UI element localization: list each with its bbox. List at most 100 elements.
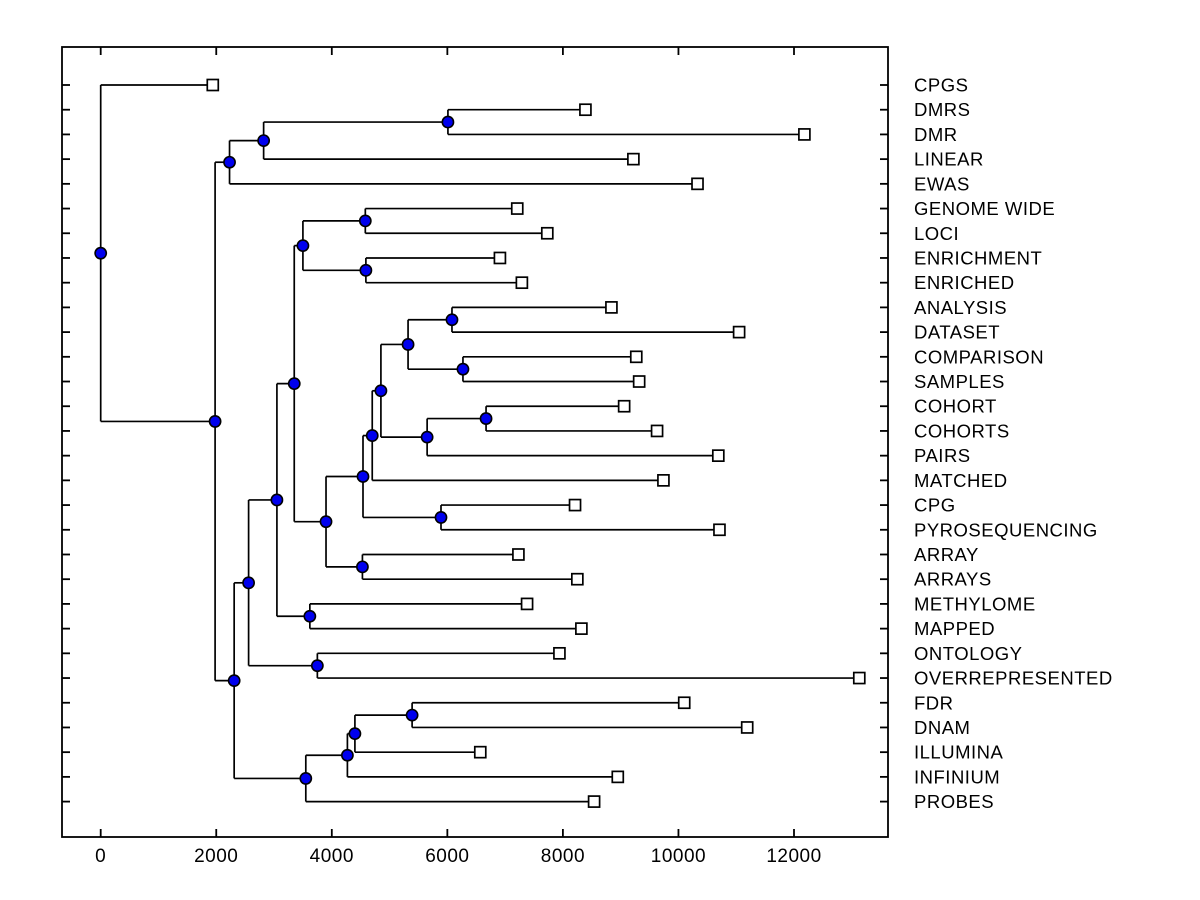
leaf-label: INFINIUM: [914, 766, 1000, 787]
cluster-node-marker: [242, 576, 256, 590]
cluster-node-marker: [441, 115, 455, 129]
leaf-marker: [512, 548, 525, 561]
leaf-marker: [540, 226, 554, 240]
axes: [61, 46, 889, 838]
x-tick-label: 0: [95, 846, 106, 867]
x-tick-label: 12000: [766, 846, 821, 867]
cluster-node-marker: [303, 609, 317, 623]
leaf-label: PROBES: [914, 791, 994, 812]
cluster-node-marker: [356, 560, 369, 574]
leaf-marker: [510, 202, 524, 215]
cluster-node-marker: [374, 384, 388, 398]
leaf-label: MAPPED: [914, 618, 995, 639]
plot-box: [61, 46, 889, 838]
labels: 0 2000 4000 6000 8000 10000 12000 CPGS DMRS DMR LI…: [95, 75, 1113, 868]
leaf-marker: [579, 103, 592, 117]
cluster-node-marker: [348, 727, 362, 741]
cluster-node-markers: [94, 115, 493, 785]
leaf-marker: [798, 128, 811, 141]
leaf-label: SAMPLES: [914, 371, 1005, 392]
leaf-label: LOCI: [914, 223, 959, 244]
cluster-node-marker: [94, 246, 108, 260]
x-tick-label: 6000: [425, 846, 469, 867]
cluster-node-marker: [479, 412, 493, 425]
cluster-node-marker: [405, 708, 419, 722]
leaf-label: DMRS: [914, 99, 970, 120]
leaf-label: ONTOLOGY: [914, 643, 1023, 664]
cluster-node-marker: [319, 515, 333, 529]
leaf-markers: [206, 78, 866, 808]
leaf-marker: [575, 622, 588, 635]
leaf-label: COMPARISON: [914, 346, 1044, 367]
leaf-label: FDR: [914, 692, 954, 713]
leaf-label: ARRAY: [914, 544, 979, 565]
leaf-label: COHORTS: [914, 420, 1010, 441]
cluster-node-marker: [287, 377, 301, 391]
leaf-label: ENRICHMENT: [914, 247, 1042, 268]
x-tick-label: 2000: [194, 846, 238, 867]
leaf-label: ILLUMINA: [914, 742, 1003, 763]
leaf-label: METHYLOME: [914, 593, 1036, 614]
leaf-marker: [852, 671, 866, 685]
cluster-node-marker: [299, 772, 313, 785]
leaf-marker: [632, 375, 646, 388]
leaf-marker: [617, 399, 631, 413]
cluster-node-marker: [401, 338, 415, 351]
cluster-node-marker: [227, 674, 241, 688]
leaf-label: DNAM: [914, 717, 970, 738]
leaf-marker: [627, 152, 640, 166]
cluster-node-marker: [359, 263, 373, 277]
cluster-node-marker: [340, 748, 354, 762]
leaf-label: OVERREPRESENTED: [914, 668, 1113, 689]
cluster-node-marker: [257, 134, 271, 147]
leaf-marker: [650, 424, 664, 438]
cluster-node-marker: [296, 239, 310, 253]
leaf-marker: [691, 177, 704, 191]
leaf-label: MATCHED: [914, 470, 1008, 491]
leaf-label: LINEAR: [914, 149, 984, 170]
cluster-node-marker: [420, 430, 434, 444]
leaf-marker: [713, 523, 726, 537]
x-tick-label: 10000: [651, 846, 706, 867]
leaf-marker: [657, 474, 670, 487]
leaf-marker: [611, 770, 625, 784]
leaf-marker: [553, 646, 566, 660]
cluster-node-marker: [270, 493, 284, 507]
cluster-node-marker: [310, 659, 324, 673]
leaf-label: PAIRS: [914, 445, 971, 466]
cluster-node-marker: [223, 155, 236, 169]
x-tick-label: 4000: [310, 846, 354, 867]
leaf-label: ANALYSIS: [914, 297, 1007, 318]
leaf-marker: [473, 745, 487, 759]
leaf-label: CPG: [914, 495, 956, 516]
cluster-node-marker: [445, 313, 459, 327]
leaf-marker: [493, 251, 507, 265]
leaf-marker: [568, 498, 582, 512]
leaf-label: DMR: [914, 124, 958, 145]
cluster-node-marker: [434, 511, 448, 524]
leaf-label: GENOME WIDE: [914, 198, 1055, 219]
leaf-marker: [587, 795, 601, 808]
cluster-node-marker: [208, 415, 222, 428]
leaf-label: ENRICHED: [914, 272, 1015, 293]
cluster-node-marker: [456, 362, 470, 376]
leaf-marker: [711, 449, 725, 462]
leaf-label: PYROSEQUENCING: [914, 519, 1098, 540]
leaf-marker: [570, 572, 584, 586]
leaf-marker: [206, 78, 220, 92]
x-tick-label: 8000: [541, 846, 585, 867]
leaf-marker: [629, 350, 643, 364]
leaf-marker: [605, 301, 618, 314]
leaf-label: EWAS: [914, 173, 970, 194]
cluster-node-marker: [358, 214, 372, 228]
cluster-node-marker: [356, 470, 370, 483]
leaf-marker: [732, 325, 746, 339]
cluster-node-marker: [365, 429, 379, 442]
leaf-label: DATASET: [914, 322, 1000, 343]
leaf-label: CPGS: [914, 75, 968, 96]
leaf-marker: [520, 597, 534, 611]
leaf-label: ARRAYS: [914, 569, 992, 590]
